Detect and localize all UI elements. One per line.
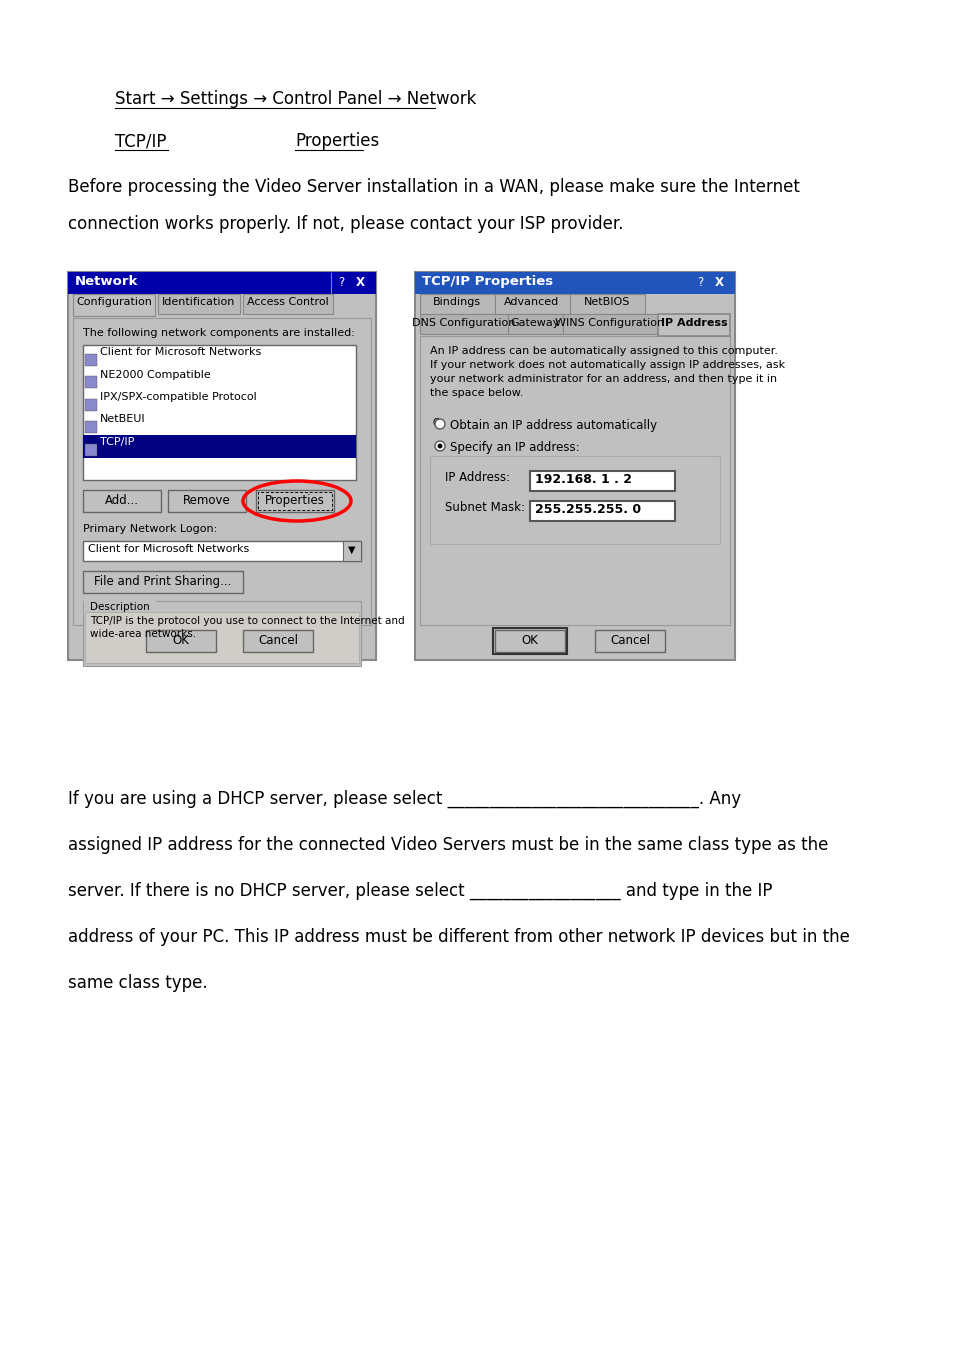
Text: OK: OK [172, 634, 190, 646]
Bar [419, 336, 729, 625]
Text: Access Control: Access Control [247, 297, 329, 308]
Bar [419, 314, 507, 333]
Text: ▼: ▼ [348, 545, 355, 556]
Bar [85, 421, 97, 434]
Bar [562, 314, 658, 333]
Text: DNS Configuration: DNS Configuration [412, 318, 516, 328]
Text: X: X [714, 276, 723, 289]
Text: Client for Microsoft Networks: Client for Microsoft Networks [100, 347, 261, 356]
Bar [73, 294, 154, 316]
Bar [569, 294, 644, 314]
Text: same class type.: same class type. [68, 974, 208, 992]
Bar [419, 294, 495, 314]
Text: Subnet Mask:: Subnet Mask: [444, 501, 524, 514]
Ellipse shape [437, 443, 442, 449]
Text: Specify an IP address:: Specify an IP address: [450, 440, 579, 454]
Text: Before processing the Video Server installation in a WAN, please make sure the I: Before processing the Video Server insta… [68, 178, 799, 196]
Text: Description: Description [90, 602, 150, 612]
Text: Configuration: Configuration [76, 297, 152, 308]
Text: address of your PC. This IP address must be different from other network IP devi: address of your PC. This IP address must… [68, 928, 849, 946]
Bar [343, 541, 360, 561]
Bar [85, 375, 97, 388]
Text: Properties: Properties [265, 495, 325, 507]
Text: OK: OK [521, 634, 537, 646]
Text: IP Address:: IP Address: [444, 472, 510, 484]
Text: Gateway: Gateway [510, 318, 559, 328]
Bar [595, 630, 664, 652]
Bar [68, 272, 375, 660]
Bar [658, 314, 729, 336]
Text: IPX/SPX-compatible Protocol: IPX/SPX-compatible Protocol [100, 392, 256, 402]
Ellipse shape [435, 440, 444, 451]
Text: Add...: Add... [105, 495, 139, 507]
Bar [83, 541, 360, 561]
Bar [530, 472, 675, 491]
Bar [415, 272, 734, 294]
Text: TCP/IP is the protocol you use to connect to the Internet and
wide-area networks: TCP/IP is the protocol you use to connec… [90, 617, 404, 640]
Bar [83, 570, 243, 593]
Text: TCP/IP Properties: TCP/IP Properties [421, 275, 553, 289]
Bar [257, 492, 332, 509]
Text: Client for Microsoft Networks: Client for Microsoft Networks [88, 543, 249, 554]
Bar [85, 443, 97, 455]
Text: Cancel: Cancel [609, 634, 649, 646]
Bar [243, 294, 333, 314]
Text: X: X [355, 276, 365, 289]
Text: An IP address can be automatically assigned to this computer.
If your network do: An IP address can be automatically assig… [430, 346, 784, 398]
Bar [495, 294, 569, 314]
Text: Start → Settings → Control Panel → Network: Start → Settings → Control Panel → Netwo… [115, 89, 476, 108]
Text: Network: Network [75, 275, 138, 289]
Text: If you are using a DHCP server, please select ______________________________. An: If you are using a DHCP server, please s… [68, 790, 740, 809]
Bar [493, 627, 566, 654]
Bar [507, 314, 562, 333]
Text: The following network components are installed:: The following network components are ins… [83, 328, 355, 337]
Text: NE2000 Compatible: NE2000 Compatible [100, 370, 211, 379]
Bar [146, 630, 215, 652]
Bar [430, 457, 720, 543]
Bar [83, 491, 161, 512]
Bar [168, 491, 246, 512]
Bar [85, 398, 97, 411]
Text: 255.255.255. 0: 255.255.255. 0 [535, 503, 640, 516]
Text: File and Print Sharing...: File and Print Sharing... [94, 575, 232, 588]
Bar [83, 435, 355, 458]
Text: ?: ? [697, 276, 702, 289]
Text: NetBEUI: NetBEUI [100, 415, 146, 424]
Text: Primary Network Logon:: Primary Network Logon: [83, 524, 217, 534]
Text: Cancel: Cancel [257, 634, 297, 646]
Ellipse shape [435, 419, 444, 430]
Bar [255, 491, 334, 512]
Text: ?: ? [337, 276, 344, 289]
Text: server. If there is no DHCP server, please select __________________ and type in: server. If there is no DHCP server, plea… [68, 882, 772, 900]
Bar [158, 294, 240, 314]
Bar [85, 354, 97, 366]
Bar [85, 612, 358, 663]
Text: C: C [433, 417, 439, 428]
Bar [68, 272, 375, 294]
Text: TCP/IP: TCP/IP [115, 131, 167, 150]
Text: assigned IP address for the connected Video Servers must be in the same class ty: assigned IP address for the connected Vi… [68, 836, 827, 854]
Bar [243, 630, 313, 652]
Text: WINS Configuration: WINS Configuration [555, 318, 664, 328]
Bar [73, 318, 371, 625]
Bar [83, 346, 355, 480]
Text: Identification: Identification [162, 297, 235, 308]
Text: 192.168. 1 . 2: 192.168. 1 . 2 [535, 473, 631, 486]
Text: NetBIOS: NetBIOS [583, 297, 630, 308]
Bar [530, 501, 675, 522]
Bar [83, 602, 360, 667]
Text: Bindings: Bindings [433, 297, 480, 308]
Text: IP Address: IP Address [660, 318, 726, 328]
Text: Advanced: Advanced [504, 297, 559, 308]
Text: connection works properly. If not, please contact your ISP provider.: connection works properly. If not, pleas… [68, 215, 623, 233]
Bar [415, 272, 734, 660]
Bar [495, 630, 564, 652]
Text: Obtain an IP address automatically: Obtain an IP address automatically [450, 419, 657, 432]
Text: TCP/IP: TCP/IP [100, 438, 134, 447]
Text: Remove: Remove [183, 495, 231, 507]
Text: Properties: Properties [294, 131, 379, 150]
